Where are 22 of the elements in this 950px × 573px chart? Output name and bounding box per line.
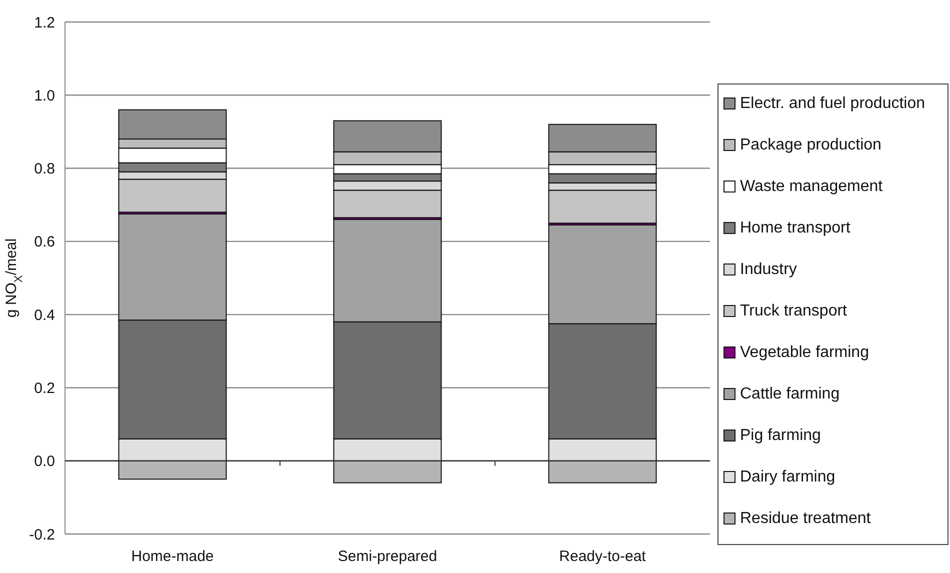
legend-label: Pig farming — [740, 427, 821, 444]
legend-label: Residue treatment — [740, 510, 872, 527]
x-tick-label: Ready-to-eat — [559, 548, 647, 565]
x-tick-label: Semi-prepared — [338, 548, 438, 565]
legend-label: Home transport — [740, 220, 851, 236]
y-tick-label: 1.2 — [34, 14, 55, 32]
legend-label: Industry — [740, 261, 797, 278]
y-tick-label: 1.0 — [34, 87, 55, 104]
y-tick-label: -0.2 — [29, 526, 55, 544]
y-tick-label: 0.4 — [34, 306, 55, 324]
y-tick-label: 0.2 — [34, 380, 55, 397]
legend-label: Vegetable farming — [740, 344, 869, 361]
legend-label: Package production — [740, 136, 882, 154]
legend-label: Dairy farming — [740, 468, 836, 486]
y-tick-label: 0.6 — [34, 234, 55, 251]
legend-label: Electr. and fuel production — [740, 95, 926, 112]
legend-label: Truck transport — [740, 302, 848, 320]
y-tick-label: 0.0 — [34, 453, 55, 470]
y-tick-label: 0.8 — [34, 160, 55, 178]
legend-label: Cattle farming — [740, 386, 840, 402]
x-tick-label: Home-made — [131, 548, 214, 565]
legend-label: Waste management — [740, 178, 884, 195]
